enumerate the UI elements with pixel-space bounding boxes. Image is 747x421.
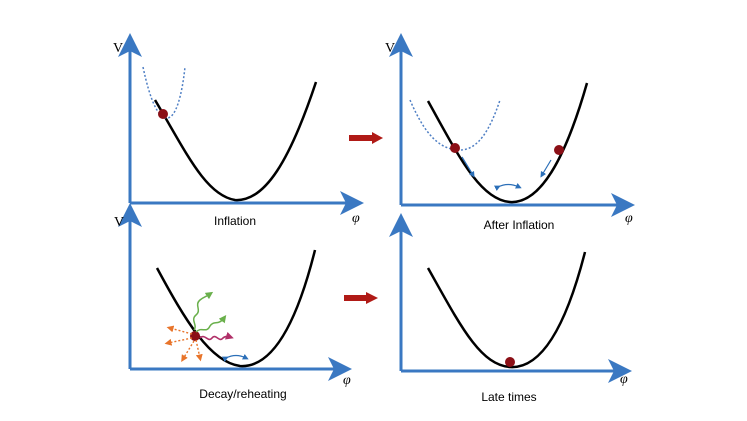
inflaton-ball	[190, 331, 200, 341]
inflaton-ball-left	[450, 143, 460, 153]
y-axis-label: V	[113, 41, 123, 56]
x-axis-label: φ	[352, 211, 360, 226]
transition-arrow-top	[349, 132, 383, 144]
orange-ray-1	[166, 325, 193, 335]
orange-ray-3	[181, 340, 195, 362]
oscillation-arrow	[493, 183, 522, 192]
transition-arrow-bottom	[344, 292, 378, 304]
inflaton-ball	[505, 357, 515, 367]
y-axis-label: V	[385, 41, 395, 56]
dotted-potential-curve	[142, 66, 186, 119]
oscillation-arrow	[221, 353, 249, 363]
caption: Inflation	[214, 214, 256, 228]
green-wave-2	[195, 315, 227, 333]
caption: After Inflation	[484, 218, 555, 232]
inflaton-ball-right	[554, 145, 564, 155]
caption: Late times	[481, 390, 536, 404]
potential-curve	[153, 81, 318, 202]
green-wave	[192, 291, 214, 331]
x-axis-label: φ	[625, 211, 633, 226]
dotted-potential-curve	[409, 99, 501, 151]
panel-after-inflation: V φ After Inflation	[385, 33, 635, 232]
potential-curve	[426, 251, 587, 369]
caption: Decay/reheating	[199, 387, 286, 401]
roll-arrow-right	[540, 159, 552, 178]
roll-arrow-left	[461, 156, 475, 178]
potential-curve	[155, 249, 317, 368]
panel-decay: V φ Decay/reheating	[114, 203, 352, 401]
orange-ray-4	[195, 339, 203, 362]
x-axis-label: φ	[343, 373, 351, 388]
inflaton-ball	[158, 109, 168, 119]
orange-ray-2	[164, 337, 193, 346]
pink-wave	[199, 331, 234, 341]
x-axis-label: φ	[620, 372, 628, 387]
panel-late-times: φ Late times	[389, 213, 632, 404]
y-axis-label: V	[114, 215, 124, 230]
panel-inflation: V φ Inflation	[113, 33, 364, 228]
